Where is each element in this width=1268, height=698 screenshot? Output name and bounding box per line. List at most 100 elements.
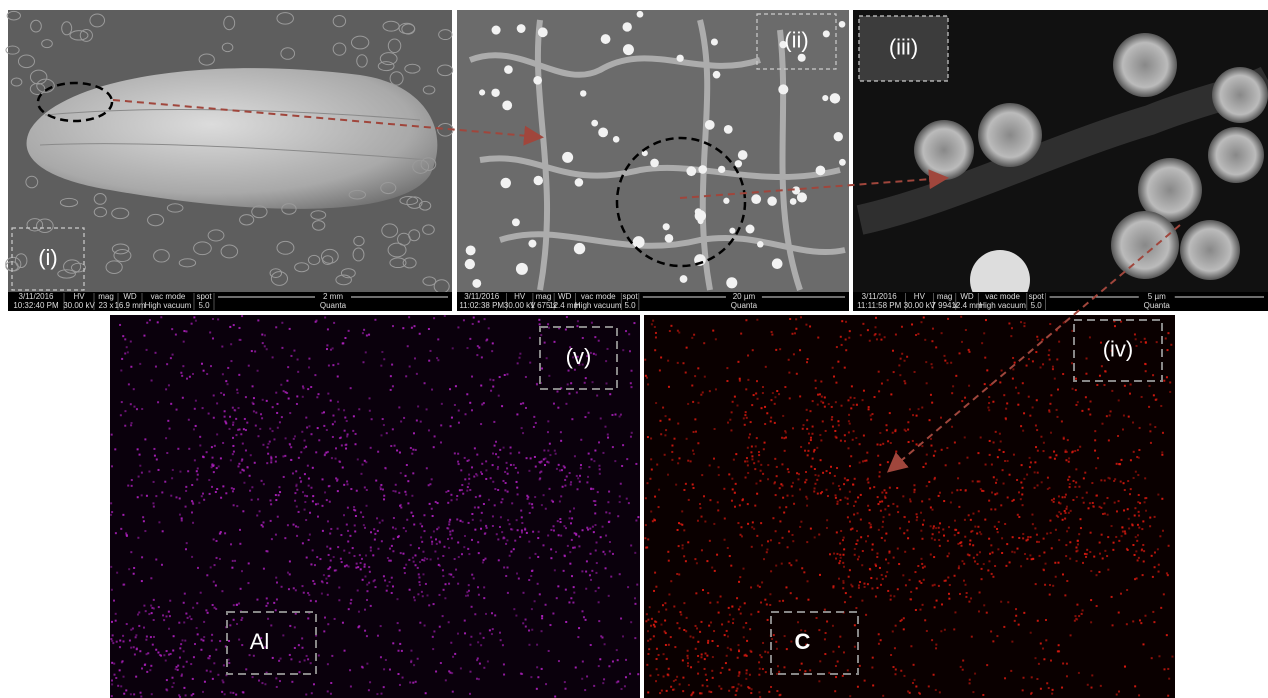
eds-dot: [744, 460, 746, 462]
eds-dot: [127, 485, 129, 487]
eds-dot: [731, 478, 733, 480]
eds-dot: [554, 450, 556, 452]
eds-dot: [660, 624, 662, 626]
eds-dot: [179, 514, 181, 516]
eds-dot: [997, 548, 999, 550]
eds-dot: [458, 556, 460, 558]
eds-dot: [868, 406, 870, 408]
eds-dot: [215, 608, 217, 610]
eds-dot: [745, 678, 747, 680]
eds-dot: [665, 609, 667, 611]
eds-dot: [892, 432, 894, 434]
eds-dot: [1144, 501, 1146, 503]
eds-dot: [1057, 650, 1059, 652]
eds-dot: [857, 686, 859, 688]
eds-dot: [1116, 694, 1118, 696]
eds-dot: [547, 431, 549, 433]
eds-dot: [968, 554, 970, 556]
eds-dot: [736, 688, 738, 690]
eds-dot: [304, 509, 306, 511]
eds-dot: [203, 370, 205, 372]
eds-dot: [839, 499, 841, 501]
eds-dot: [649, 606, 651, 608]
eds-dot: [290, 355, 292, 357]
eds-dot: [151, 612, 153, 614]
eds-dot: [831, 406, 833, 408]
eds-dot: [651, 323, 653, 325]
eds-dot: [594, 524, 596, 526]
eds-dot: [141, 556, 143, 558]
eds-dot: [482, 561, 484, 563]
eds-dot: [588, 412, 590, 414]
eds-dot: [474, 613, 476, 615]
eds-dot: [920, 558, 922, 560]
eds-dot: [693, 431, 695, 433]
eds-dot: [1169, 391, 1171, 393]
eds-dot: [355, 515, 357, 517]
databar-text: 3/11/2016: [19, 292, 55, 301]
eds-dot: [484, 318, 486, 320]
eds-dot: [337, 546, 339, 548]
eds-dot: [1144, 477, 1146, 479]
eds-dot: [745, 388, 747, 390]
eds-dot: [740, 526, 742, 528]
eds-dot: [481, 403, 483, 405]
eds-dot: [458, 410, 460, 412]
eds-dot: [233, 504, 235, 506]
eds-dot: [119, 324, 121, 326]
eds-dot: [352, 547, 354, 549]
eds-dot: [812, 426, 814, 428]
eds-dot: [272, 356, 274, 358]
eds-dot: [983, 563, 985, 565]
eds-dot: [366, 635, 368, 637]
eds-dot: [599, 468, 601, 470]
eds-dot: [687, 460, 689, 462]
eds-dot: [1062, 662, 1064, 664]
eds-dot: [545, 508, 547, 510]
eds-dot: [890, 654, 892, 656]
eds-dot: [356, 563, 358, 565]
eds-dot: [1083, 502, 1085, 504]
eds-dot: [384, 467, 386, 469]
eds-dot: [1136, 345, 1138, 347]
eds-dot: [782, 537, 784, 539]
eds-dot: [813, 491, 815, 493]
eds-dot: [116, 572, 118, 574]
eds-dot: [820, 381, 822, 383]
eds-dot: [301, 431, 303, 433]
eds-dot: [259, 428, 261, 430]
eds-dot: [252, 403, 254, 405]
eds-dot: [276, 412, 278, 414]
eds-dot: [590, 488, 592, 490]
eds-dot: [805, 496, 807, 498]
eds-dot: [403, 567, 405, 569]
eds-dot: [217, 318, 219, 320]
eds-dot: [177, 448, 179, 450]
eds-dot: [630, 382, 632, 384]
eds-dot: [1012, 378, 1014, 380]
eds-dot: [406, 464, 408, 466]
eds-dot: [1166, 376, 1168, 378]
eds-dot: [428, 328, 430, 330]
eds-dot: [735, 453, 737, 455]
eds-dot: [715, 388, 717, 390]
eds-dot: [1037, 472, 1039, 474]
eds-dot: [337, 375, 339, 377]
eds-dot: [943, 535, 945, 537]
eds-dot: [185, 548, 187, 550]
eds-dot: [445, 679, 447, 681]
eds-dot: [958, 532, 960, 534]
eds-dot: [376, 693, 378, 695]
eds-dot: [645, 497, 647, 499]
eds-dot: [413, 664, 415, 666]
eds-dot: [238, 602, 240, 604]
databar-text: mag: [937, 292, 953, 301]
eds-dot: [588, 453, 590, 455]
eds-dot: [179, 657, 181, 659]
eds-dot: [152, 502, 154, 504]
databar-text: vac mode: [151, 292, 186, 301]
eds-dot: [960, 545, 962, 547]
eds-dot: [1116, 510, 1118, 512]
eds-dot: [302, 647, 304, 649]
eds-dot: [224, 410, 226, 412]
